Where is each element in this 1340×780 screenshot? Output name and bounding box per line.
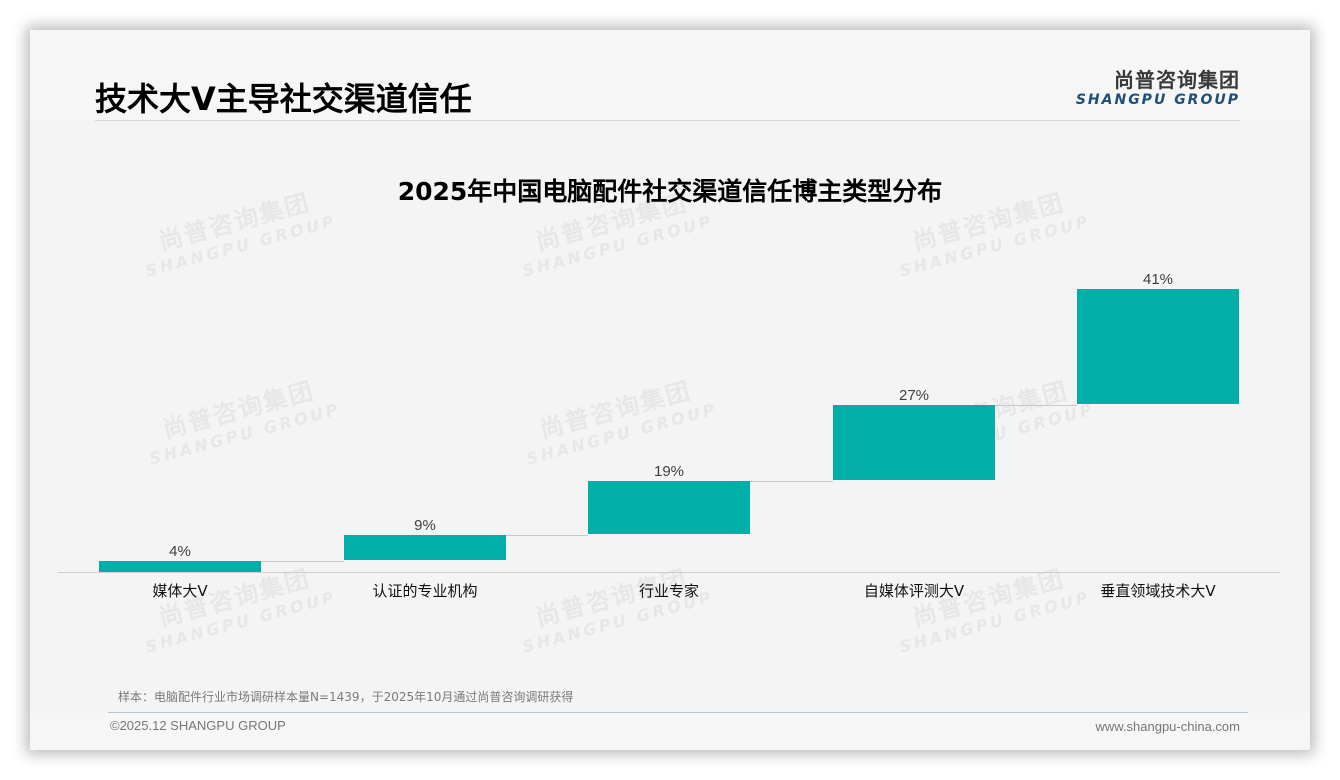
category-label: 自媒体评测大V [863,582,965,600]
logo-en: SHANGPU GROUP [1075,92,1240,108]
category-label: 行业专家 [638,582,699,600]
header-band [30,30,1310,120]
footer-band [30,713,1310,750]
footer-divider [108,712,1248,713]
website-link[interactable]: www.shangpu-china.com [1095,719,1240,734]
connector-line [750,481,833,483]
bar-value-label: 27% [898,387,930,405]
title-divider [95,120,1240,121]
connector-line [506,535,588,537]
bar [1077,289,1239,405]
bar [99,560,261,572]
connector-line [995,405,1077,407]
copyright: ©2025.12 SHANGPU GROUP [110,718,286,733]
category-label: 认证的专业机构 [372,582,478,600]
bar-value-label: 4% [169,542,191,560]
company-logo: 尚普咨询集团 SHANGPU GROUP [1076,64,1240,108]
slide: 尚普咨询集团 SHANGPU GROUP 尚普咨询集团 SHANGPU GROUP … [30,30,1310,750]
category-label: 垂直领域技术大V [1100,582,1216,600]
bar-value-label: 41% [1142,271,1174,288]
bar-value-label: 9% [414,517,436,535]
bar [344,535,506,560]
category-label: 媒体大V [152,582,208,600]
page-title: 技术大V主导社交渠道信任 [95,80,472,118]
bar-value-label: 19% [653,463,685,481]
bar [588,481,750,535]
x-axis-line [58,572,1280,573]
chart-title: 2025年中国电脑配件社交渠道信任博主类型分布 [397,177,943,206]
connector-line [261,560,344,562]
waterfall-chart: 4% 媒体大V 9% 认证的专业机构 19% 行业专家 27% 自媒体评测大V 41% 垂直领域技… [30,30,1310,750]
sample-note: 样本：电脑配件行业市场调研样本量N=1439，于2025年10月通过尚普咨询调研… [118,690,574,704]
logo-cn: 尚普咨询集团 [1114,68,1240,92]
bar [833,405,995,481]
